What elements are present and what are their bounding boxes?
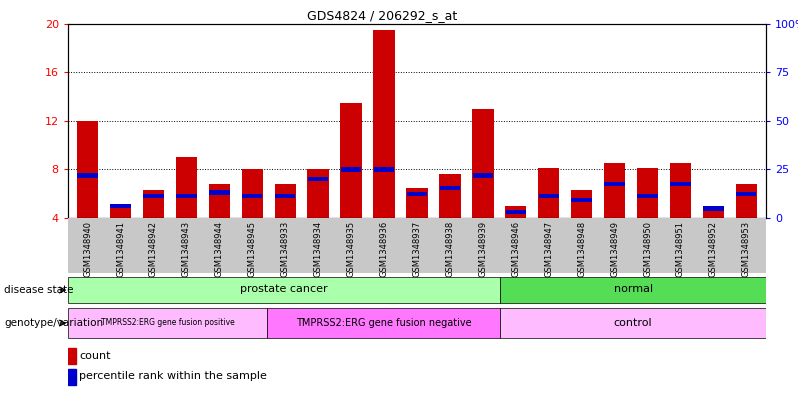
Text: count: count [79,351,110,361]
Bar [307,169,329,218]
Bar [604,163,626,218]
Text: normal: normal [614,284,653,294]
Text: GSM1348942: GSM1348942 [149,221,158,277]
Text: percentile rank within the sample: percentile rank within the sample [79,371,267,382]
Bar [110,204,131,208]
Bar [539,194,559,198]
Text: GSM1348945: GSM1348945 [247,221,257,277]
Bar [341,103,361,218]
Text: GSM1348933: GSM1348933 [281,221,290,277]
Text: GSM1348953: GSM1348953 [742,221,751,277]
Bar [373,167,394,172]
Bar [77,121,98,218]
Bar [505,206,527,218]
Bar [143,190,164,218]
Bar [670,182,690,186]
Bar [242,194,263,198]
FancyBboxPatch shape [500,308,766,338]
Bar [736,184,757,218]
Bar [77,173,98,178]
Bar [144,194,164,198]
Text: TMPRSS2:ERG gene fusion negative: TMPRSS2:ERG gene fusion negative [296,318,472,328]
Text: GSM1348935: GSM1348935 [346,221,356,277]
Bar [506,210,526,214]
Bar [638,194,658,198]
Title: GDS4824 / 206292_s_at: GDS4824 / 206292_s_at [307,9,457,22]
Bar [68,369,77,384]
Bar [670,163,691,218]
Bar [604,182,625,186]
Bar [407,192,427,196]
Text: TMPRSS2:ERG gene fusion positive: TMPRSS2:ERG gene fusion positive [101,318,235,327]
Bar [571,190,592,218]
FancyBboxPatch shape [500,277,766,303]
Text: prostate cancer: prostate cancer [240,284,328,294]
FancyBboxPatch shape [68,277,500,303]
Bar [209,191,230,195]
Bar [472,109,493,218]
Text: disease state: disease state [4,285,73,295]
Bar [571,198,592,202]
Bar [472,173,493,178]
Text: GSM1348946: GSM1348946 [512,221,520,277]
Bar [68,348,77,364]
Text: GSM1348950: GSM1348950 [643,221,652,277]
Bar [637,168,658,218]
Text: genotype/variation: genotype/variation [4,318,103,328]
Bar [208,184,230,218]
Text: GSM1348936: GSM1348936 [380,221,389,277]
Text: GSM1348938: GSM1348938 [445,221,454,277]
Bar [373,29,395,218]
Text: GSM1348947: GSM1348947 [544,221,553,277]
Bar [110,204,131,218]
Text: GSM1348939: GSM1348939 [478,221,488,277]
Text: GSM1348944: GSM1348944 [215,221,223,277]
Text: GSM1348940: GSM1348940 [83,221,92,277]
Bar [176,157,197,218]
Text: GSM1348937: GSM1348937 [413,221,421,277]
Bar [736,192,757,196]
Text: GSM1348934: GSM1348934 [314,221,322,277]
Bar [439,174,460,218]
Text: GSM1348951: GSM1348951 [676,221,685,277]
Text: GSM1348943: GSM1348943 [182,221,191,277]
Text: GSM1348949: GSM1348949 [610,221,619,277]
Text: GSM1348941: GSM1348941 [116,221,125,277]
Bar [440,185,460,190]
FancyBboxPatch shape [267,308,500,338]
Bar [308,177,328,181]
Bar [341,167,361,172]
Bar [406,188,428,218]
FancyBboxPatch shape [68,308,267,338]
Text: control: control [614,318,653,328]
Bar [176,194,196,198]
Bar [275,184,296,218]
Bar [703,206,724,218]
Text: GSM1348948: GSM1348948 [577,221,587,277]
Bar [242,169,263,218]
Bar [538,168,559,218]
Bar [275,194,295,198]
Text: GSM1348952: GSM1348952 [709,221,718,277]
Bar [703,206,724,211]
